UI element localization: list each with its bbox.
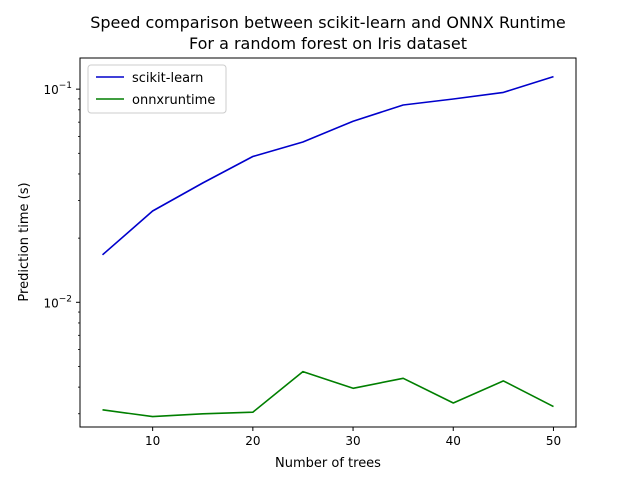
x-tick-label: 10 xyxy=(145,434,160,448)
x-axis-label: Number of trees xyxy=(275,456,381,471)
series-line-scikit-learn xyxy=(101,75,554,256)
x-tick-label: 30 xyxy=(345,434,360,448)
x-tick-label: 20 xyxy=(245,434,260,448)
chart-subtitle: For a random forest on Iris dataset xyxy=(189,34,467,53)
legend-label: onnxruntime xyxy=(132,93,215,108)
legend: scikit-learn onnxruntime xyxy=(87,64,227,114)
x-tick-label: 40 xyxy=(446,434,461,448)
chart-title: Speed comparison between scikit-learn an… xyxy=(90,13,566,32)
x-axis: 10 20 30 40 50 xyxy=(145,427,561,448)
legend-label: scikit-learn xyxy=(132,71,203,86)
y-axis-label: Prediction time (s) xyxy=(17,182,32,301)
series-line-onnxruntime xyxy=(102,370,554,418)
plot-frame xyxy=(79,57,577,428)
x-tick-label: 50 xyxy=(546,434,561,448)
plot-area xyxy=(101,75,554,418)
